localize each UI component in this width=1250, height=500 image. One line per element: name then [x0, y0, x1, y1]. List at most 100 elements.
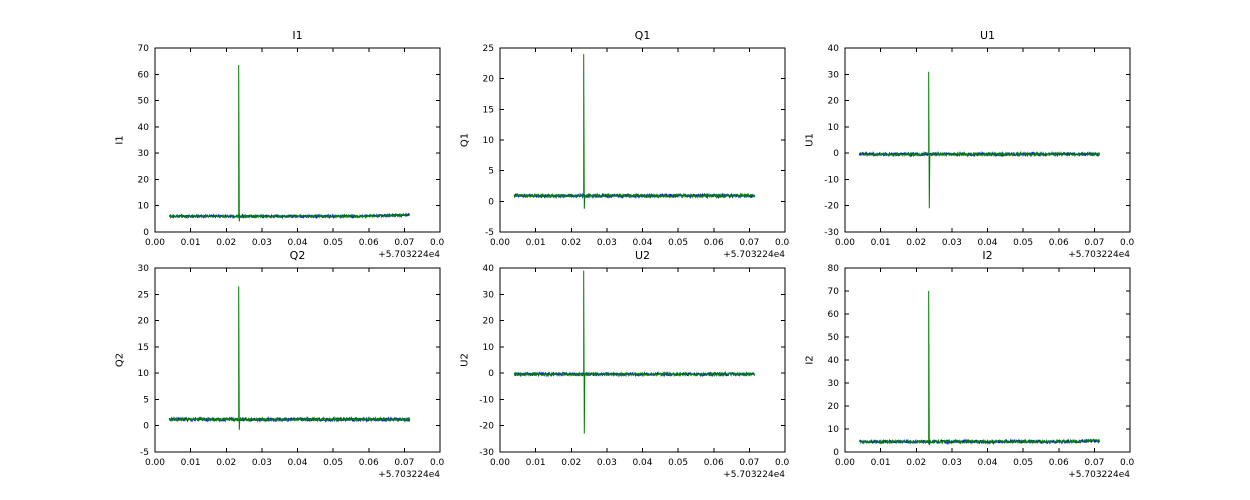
y-tick-label: 20 [483, 75, 495, 85]
y-tick-label: 5 [488, 167, 494, 177]
x-tick-label: 0.05 [668, 458, 688, 468]
data-series-green [858, 290, 1101, 446]
x-tick-label: 0.07 [1084, 458, 1104, 468]
x-tick-label: 0.04 [632, 238, 652, 248]
y-tick-label: 5 [143, 395, 149, 405]
y-tick-label: 30 [828, 70, 840, 80]
x-tick-label: 0.08 [775, 458, 790, 468]
x-tick-label: 0.00 [835, 238, 855, 248]
x-tick-label: 0.00 [835, 458, 855, 468]
y-axis-label: U1 [804, 133, 816, 147]
x-tick-label: 0.07 [394, 458, 414, 468]
x-tick-label: 0.01 [526, 458, 546, 468]
x-tick-label: 0.01 [526, 238, 546, 248]
y-tick-label: 20 [138, 317, 150, 327]
y-tick-label: 15 [138, 343, 149, 353]
y-tick-label: 0 [488, 369, 494, 379]
y-tick-label: 15 [483, 105, 494, 115]
subplot-title: Q1 [634, 29, 651, 42]
y-tick-label: 10 [828, 123, 840, 133]
data-series-green [168, 286, 411, 430]
x-tick-label: 0.06 [704, 238, 724, 248]
y-tick-label: 25 [138, 290, 149, 300]
x-axis-offset-label: +5.703224e4 [378, 470, 440, 480]
subplot-title: I2 [982, 249, 993, 262]
x-tick-label: 0.01 [871, 458, 891, 468]
x-tick-label: 0.01 [181, 238, 201, 248]
y-tick-label: -10 [479, 395, 494, 405]
x-tick-label: 0.02 [561, 458, 581, 468]
axes-frame [154, 47, 441, 233]
x-tick-label: 0.06 [359, 238, 379, 248]
x-tick-label: 0.02 [216, 238, 236, 248]
y-tick-label: 70 [138, 44, 150, 54]
plot-area: 0.00 0.01 0.02 0.03 0.04 0.05 0.06 0.07 0.08 0 10 2… [138, 44, 445, 248]
axes-frame [844, 267, 1131, 453]
x-tick-label: 0.08 [1120, 458, 1135, 468]
data-series-green [513, 270, 756, 434]
y-tick-label: -30 [479, 448, 494, 458]
y-axis-label: Q2 [114, 352, 126, 368]
plot-area: 0.00 0.01 0.02 0.03 0.04 0.05 0.06 0.07 0.08 -5 0 5… [483, 44, 790, 248]
axes-frame [844, 47, 1131, 233]
subplot-q2: 0.00 0.01 0.02 0.03 0.04 0.05 0.06 0.07 0.08 -5 0 5… [100, 248, 446, 488]
x-tick-label: 0.07 [394, 238, 414, 248]
y-tick-label: 40 [828, 356, 840, 366]
plot-area: 0.00 0.01 0.02 0.03 0.04 0.05 0.06 0.07 0.08 0 10 2… [828, 264, 1135, 468]
x-tick-label: 0.03 [597, 238, 617, 248]
x-tick-label: 0.08 [775, 238, 790, 248]
subplot-title: U1 [979, 29, 996, 42]
x-axis-offset-label: +5.703224e4 [1068, 470, 1130, 480]
x-tick-label: 0.03 [942, 238, 962, 248]
x-tick-label: 0.00 [490, 458, 510, 468]
x-tick-label: 0.07 [739, 238, 759, 248]
y-tick-label: 0 [143, 228, 149, 238]
x-tick-label: 0.02 [216, 458, 236, 468]
y-tick-label: 20 [483, 317, 495, 327]
y-tick-label: 0 [488, 197, 494, 207]
y-tick-label: -20 [479, 422, 494, 432]
x-tick-label: 0.08 [430, 238, 445, 248]
x-tick-label: 0.04 [977, 238, 997, 248]
x-tick-label: 0.03 [597, 458, 617, 468]
x-tick-label: 0.01 [181, 458, 201, 468]
y-axis-label: Q1 [459, 132, 471, 148]
subplot-u1: 0.00 0.01 0.02 0.03 0.04 0.05 0.06 0.07 0.08 -30 -… [790, 28, 1136, 268]
axes-frame [154, 267, 441, 453]
x-tick-label: 0.01 [871, 238, 891, 248]
x-tick-label: 0.03 [252, 458, 272, 468]
x-axis-offset-label: +5.703224e4 [378, 250, 440, 260]
x-tick-label: 0.02 [906, 458, 926, 468]
y-tick-label: -30 [824, 228, 839, 238]
y-tick-label: 30 [138, 264, 150, 274]
x-tick-label: 0.02 [561, 238, 581, 248]
x-tick-label: 0.05 [1013, 238, 1033, 248]
y-axis-label: U2 [459, 353, 471, 367]
x-axis-offset-label: +5.703224e4 [723, 470, 785, 480]
x-tick-label: 0.00 [145, 238, 165, 248]
y-tick-label: 20 [828, 402, 840, 412]
axes-frame [499, 47, 786, 233]
x-tick-label: 0.06 [704, 458, 724, 468]
x-tick-label: 0.03 [252, 238, 272, 248]
x-tick-label: 0.05 [323, 458, 343, 468]
y-tick-label: -10 [824, 175, 839, 185]
subplot-u2: 0.00 0.01 0.02 0.03 0.04 0.05 0.06 0.07 0.08 -30 -… [445, 248, 791, 488]
axes-frame [499, 267, 786, 453]
y-tick-label: 50 [828, 333, 840, 343]
y-tick-label: 0 [833, 149, 839, 159]
y-tick-label: 30 [138, 149, 150, 159]
x-tick-label: 0.05 [323, 238, 343, 248]
x-tick-label: 0.02 [906, 238, 926, 248]
x-tick-label: 0.06 [359, 458, 379, 468]
subplot-q1: 0.00 0.01 0.02 0.03 0.04 0.05 0.06 0.07 0.08 -5 0 5… [445, 28, 791, 268]
x-axis-offset-label: +5.703224e4 [1068, 250, 1130, 260]
subplot-title: I1 [292, 29, 303, 42]
x-tick-label: 0.05 [668, 238, 688, 248]
x-tick-label: 0.05 [1013, 458, 1033, 468]
y-tick-label: 40 [828, 44, 840, 54]
x-tick-label: 0.04 [287, 458, 307, 468]
x-tick-label: 0.03 [942, 458, 962, 468]
x-tick-label: 0.07 [1084, 238, 1104, 248]
